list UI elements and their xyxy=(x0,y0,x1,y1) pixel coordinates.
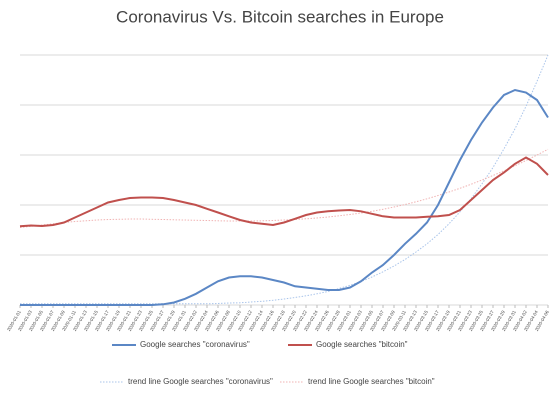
legend-label: Google searches "coronavirus" xyxy=(140,340,250,349)
line-series xyxy=(20,54,549,305)
line-series xyxy=(19,156,549,228)
legend-label: trend line Google searches "bitcoin" xyxy=(308,377,435,386)
line-series xyxy=(19,148,549,228)
legend-label: Google searches "bitcoin" xyxy=(316,340,408,349)
legend-label: trend line Google searches "coronavirus" xyxy=(128,377,273,386)
chart-title: Coronavirus Vs. Bitcoin searches in Euro… xyxy=(116,7,444,26)
line-series xyxy=(20,88,549,306)
